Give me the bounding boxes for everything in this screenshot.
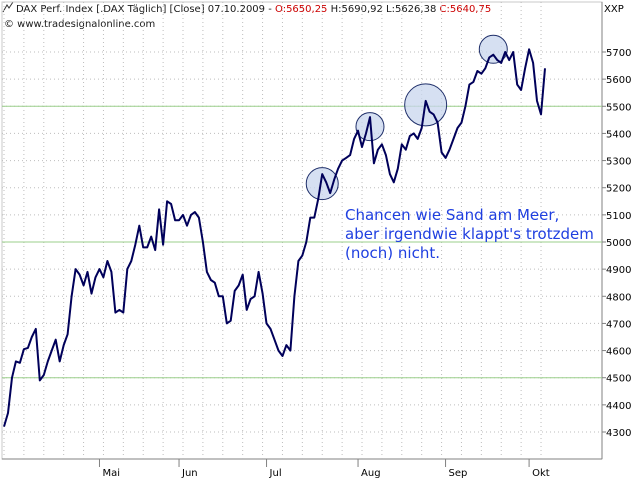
x-tick-label: Okt: [532, 468, 550, 479]
y-tick-label: 4400: [606, 401, 631, 412]
y-axis-ticks: 4300 4400 4500 4600 4700 4800 4900 5000 5100 5200…: [602, 48, 631, 439]
chart-header: DAX Perf. Index [.DAX Täglich] [Close] 0…: [2, 1, 624, 30]
x-tick-label: Mai: [102, 468, 120, 479]
annotation-line-3: (noch) nicht.: [345, 244, 440, 262]
grid: [2, 2, 602, 459]
highlight-circle: [478, 34, 508, 64]
y-tick-label: 4600: [606, 347, 631, 358]
header-close: C:5640,75: [440, 4, 492, 15]
x-tick-label: Jul: [269, 468, 282, 479]
y-tick-label: 4800: [606, 292, 631, 303]
y-tick-label: 5700: [606, 48, 631, 59]
annotation-text: Chancen wie Sand am Meer, aber irgendwie…: [345, 206, 594, 262]
x-tick-label: Sep: [449, 468, 468, 479]
header-open: O:5650,25: [275, 4, 327, 15]
chart-type-icon: [2, 1, 14, 13]
y-axis-symbol: XXP: [604, 4, 624, 15]
horizontal-lines: [2, 105, 602, 379]
x-tick-label: Jun: [181, 468, 198, 479]
y-tick-label: 5300: [606, 157, 631, 168]
annotation-line-1: Chancen wie Sand am Meer,: [345, 206, 559, 224]
y-tick-label: 5600: [606, 75, 631, 86]
y-tick-label: 4700: [606, 319, 631, 330]
y-tick-label: 5500: [606, 102, 631, 113]
header-instrument: DAX Perf. Index [.DAX Täglich] [Close] 0…: [16, 4, 275, 15]
price-series-line: [3, 48, 546, 427]
annotation-line-2: aber irgendwie klappt's trotzdem: [345, 225, 594, 243]
y-tick-label: 4500: [606, 374, 631, 385]
header-high-low: H:5690,92 L:5626,38: [327, 4, 439, 15]
y-tick-label: 4900: [606, 265, 631, 276]
svg-text:DAX Perf. Index [.DAX Täglich: DAX Perf. Index [.DAX Täglich] [Close] 0…: [16, 4, 491, 15]
x-axis-ticks: Mai Jun Jul Aug Sep Okt: [98, 459, 550, 479]
watermark: © www.tradesignalonline.com: [4, 19, 155, 30]
x-tick-label: Aug: [361, 468, 381, 479]
y-tick-label: 5200: [606, 184, 631, 195]
y-tick-label: 5000: [606, 238, 631, 249]
y-tick-label: 5400: [606, 129, 631, 140]
y-tick-label: 5100: [606, 211, 631, 222]
y-tick-label: 4300: [606, 428, 631, 439]
